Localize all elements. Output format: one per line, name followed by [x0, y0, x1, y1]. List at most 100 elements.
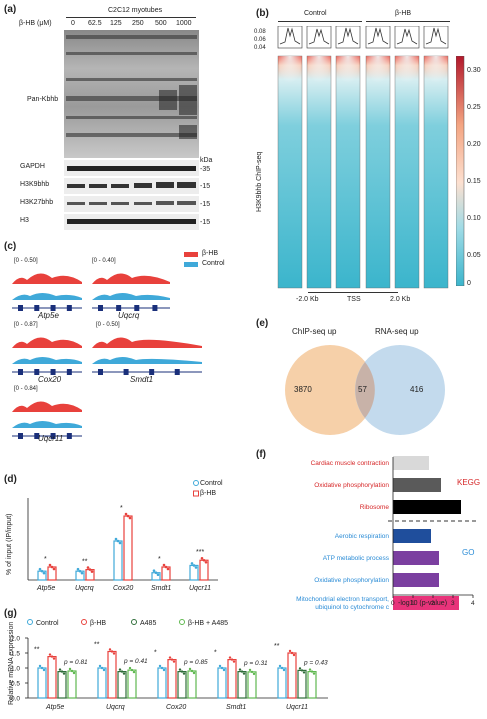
dose-1000: 1000 — [176, 20, 192, 27]
chart-g-xtick: Uqcrq — [106, 704, 125, 711]
chart-d-legend-control-marker — [193, 480, 199, 486]
profile-line — [367, 27, 389, 45]
chart-d-point — [192, 564, 196, 567]
chart-g-point — [110, 650, 114, 653]
heatmap-tss-signal — [424, 56, 448, 101]
chart-g-bar — [37, 667, 47, 699]
dose-125: 125 — [110, 20, 122, 27]
venn-circle-chip — [285, 345, 375, 435]
chart-d-bar — [113, 540, 123, 581]
chart-g-ytick: 0.0 — [11, 696, 20, 703]
chart-g-point — [288, 649, 292, 653]
chart-g-bar — [127, 669, 137, 699]
chart-g-sig: ** — [94, 642, 100, 649]
profile-tick-006: 0.06 — [254, 37, 266, 43]
track-control-signal — [12, 357, 82, 364]
chart-g-legend-label: β-HB — [90, 620, 106, 627]
track-control-signal — [12, 421, 82, 428]
legend-bhb-label: β-HB — [202, 250, 219, 257]
track-bhb-signal — [92, 337, 202, 348]
chart-d-xtick: Smdt1 — [151, 585, 171, 592]
dose-62: 62.5 — [88, 20, 102, 27]
venn-circle-rna — [355, 345, 445, 435]
chart-d-point — [126, 514, 130, 518]
chart-g-legend-marker — [131, 619, 137, 625]
chart-g-point — [72, 671, 76, 675]
gene-exon — [34, 369, 40, 375]
chart-g-point — [100, 666, 104, 670]
panel-label-b: (b) — [256, 8, 269, 19]
chart-d-legend-control: Control — [200, 480, 223, 487]
chart-g-point — [130, 668, 134, 672]
track-range-cox20: [0 - 0.87] — [14, 322, 38, 328]
chart-g-point — [218, 664, 222, 668]
chart-g-point — [308, 668, 312, 671]
chart-g-legend-marker — [179, 619, 185, 625]
blot-label-pan-kbhb: Pan-Kbhb — [27, 96, 59, 103]
chart-g-bar — [287, 652, 297, 699]
chart-f-bar — [393, 456, 429, 470]
chart-g-bar — [307, 670, 317, 699]
profile-tick-008: 0.08 — [254, 29, 266, 35]
heatmap-xtick-left: -2.0 Kb — [296, 296, 319, 303]
chart-d-point — [152, 569, 156, 573]
chart-g-point — [192, 671, 196, 675]
track-gene-smdt1: Smdt1 — [130, 375, 154, 384]
chart-g-legend-marker — [81, 619, 87, 625]
gene-exon — [18, 369, 23, 375]
gene-exon — [174, 369, 180, 375]
chart-g-point — [60, 670, 64, 673]
heatmap-xtick-tss: TSS — [347, 296, 361, 303]
heatmap-xtick-right: 2.0 Kb — [390, 296, 411, 303]
profile-line — [308, 28, 330, 45]
chart-d-xtick: Uqcr11 — [189, 585, 211, 592]
profile-line — [425, 27, 447, 45]
chart-g-legend-marker — [27, 619, 33, 625]
chart-d-point — [42, 571, 46, 575]
chart-g-point — [248, 668, 252, 672]
heatmap-xaxis — [308, 292, 398, 293]
colorbar-tick-010: 0.10 — [467, 215, 481, 222]
chart-g-point — [302, 671, 306, 674]
chart-d-point — [88, 568, 92, 571]
chart-f-bar — [393, 500, 461, 514]
panel-label-d: (d) — [4, 474, 17, 485]
chart-g-bar — [237, 670, 247, 699]
track-range-smdt1: [0 - 0.50] — [96, 322, 120, 328]
gene-exon — [50, 305, 56, 311]
track-bhb-signal — [12, 337, 82, 348]
chart-g-sig: * — [154, 650, 157, 657]
track-range-atp5e: [0 - 0.50] — [14, 258, 38, 264]
gene-exon — [50, 369, 56, 375]
chart-g-point — [70, 669, 74, 673]
chart-d-point — [38, 567, 42, 571]
chart-g-point — [120, 670, 124, 673]
chart-g-point — [188, 667, 192, 671]
chart-g-pval: p = 0.41 — [123, 658, 148, 665]
dose-label: β-HB (μM) — [19, 20, 52, 27]
chart-d-point — [50, 565, 54, 569]
heatmap-ylabel: H3K9bhb ChIP-seq — [256, 151, 263, 212]
gene-exon — [134, 305, 140, 311]
chart-g-point — [132, 670, 136, 674]
chart-f-category-label: Oxidative phosphorylation — [314, 577, 389, 584]
blot-label-h3k9bhb: H3K9bhb — [20, 181, 50, 188]
chart-d-legend-bhb-marker — [193, 490, 199, 497]
chart-g-sig: ** — [34, 647, 40, 654]
venn-left-count: 3870 — [294, 385, 312, 394]
colorbar-tick-030: 0.30 — [467, 67, 481, 74]
dose-500: 500 — [155, 20, 167, 27]
gene-exon — [66, 305, 72, 311]
chart-g-pval: p = 0.43 — [303, 660, 328, 667]
chart-g-point — [52, 657, 56, 660]
chart-g-bar — [247, 671, 257, 699]
panel-label-f: (f) — [256, 449, 266, 460]
chart-g-point — [298, 667, 302, 670]
chart-g-point — [62, 672, 66, 675]
chart-g-point — [112, 652, 116, 655]
chart-g-bar — [217, 667, 227, 699]
chart-g-ylabel: Relative mRNA expression — [8, 621, 15, 705]
gene-exon — [152, 305, 158, 311]
chart-f-xlabel: -log10 (p-value) — [398, 600, 448, 607]
chart-g-point — [312, 672, 316, 675]
